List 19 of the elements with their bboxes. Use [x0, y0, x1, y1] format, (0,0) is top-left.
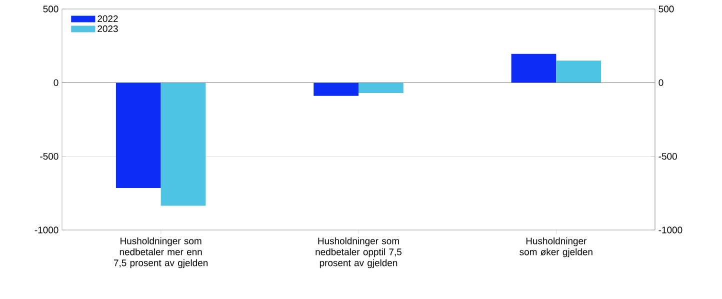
- y2-tick-label: 0: [658, 79, 664, 86]
- bar: [160, 82, 206, 206]
- x-tick-label: Husholdninger som øker gjelden: [520, 237, 592, 258]
- bar: [556, 60, 602, 83]
- y2-tick-label: 500: [658, 6, 674, 12]
- y-tick-label: 0: [54, 79, 58, 86]
- bar: [314, 82, 359, 96]
- legend-label: 2022: [98, 15, 118, 22]
- legend-label: 2023: [98, 25, 118, 32]
- bar: [511, 54, 556, 83]
- y-tick-label: -500: [40, 152, 58, 160]
- x-tick-label: Husholdninger som nedbetaler opptil 7,5 prosent av gjelden: [316, 237, 402, 268]
- bar: [116, 82, 161, 188]
- y2-tick-label: -500: [658, 152, 677, 160]
- y-tick-label: -1000: [34, 226, 58, 234]
- bar: [358, 82, 404, 93]
- y-tick-label: 500: [43, 6, 58, 12]
- x-tick-label: Husholdninger som nedbetaler mer enn 7,5 prosent av gjelden: [114, 237, 208, 268]
- y2-tick-label: -1000: [658, 226, 682, 234]
